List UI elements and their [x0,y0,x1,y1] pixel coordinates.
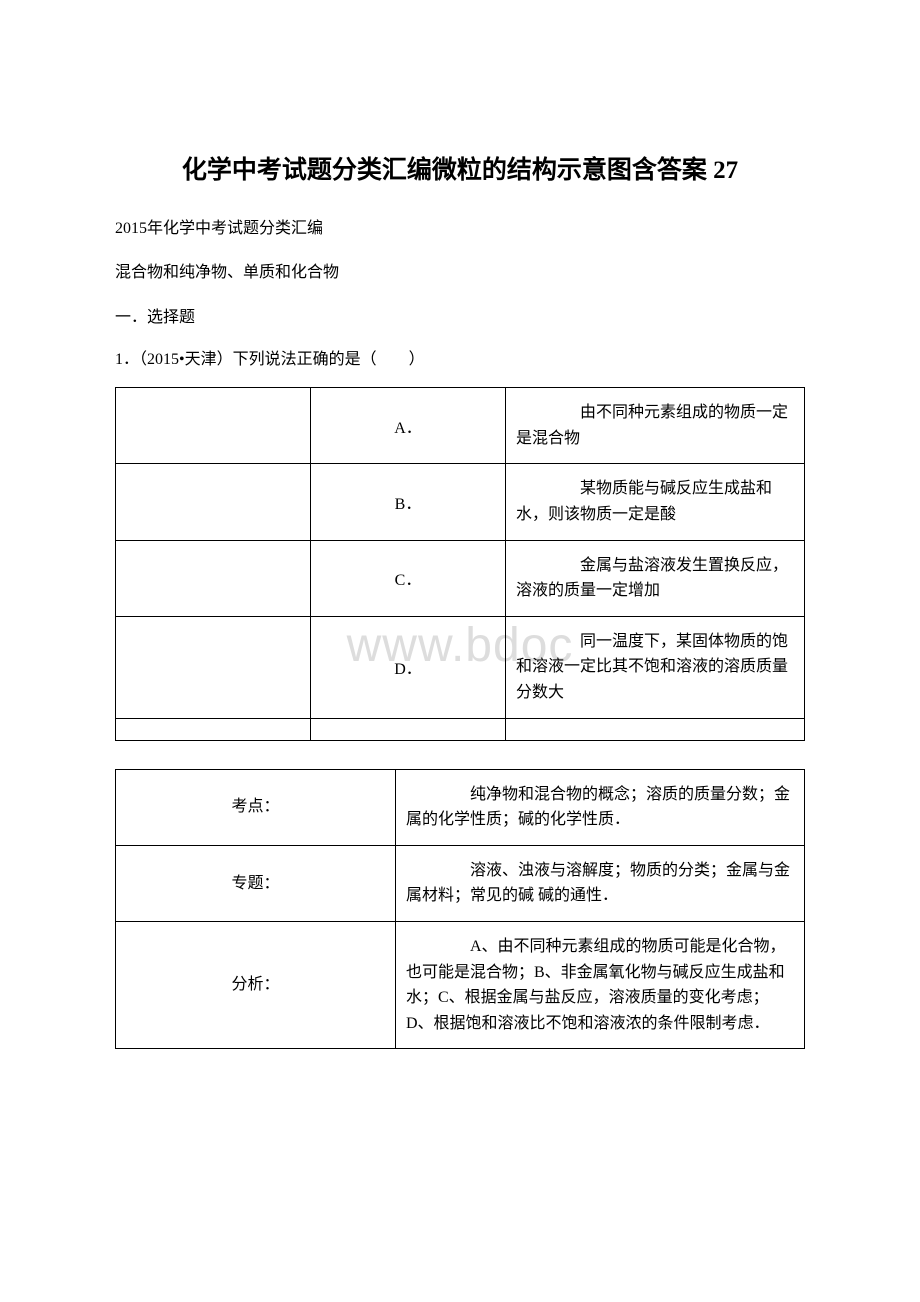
option-blank-cell [116,616,311,718]
document-content: 化学中考试题分类汇编微粒的结构示意图含答案 27 2015年化学中考试题分类汇编… [115,150,805,1049]
analysis-content: A、由不同种元素组成的物质可能是化合物，也可能是混合物；B、非金属氧化物与碱反应… [396,921,805,1048]
table-row-empty [116,718,805,740]
option-letter: A． [311,388,506,464]
option-blank-cell [116,464,311,540]
table-row: B． 某物质能与碱反应生成盐和水，则该物质一定是酸 [116,464,805,540]
page-title: 化学中考试题分类汇编微粒的结构示意图含答案 27 [115,150,805,186]
option-blank-cell [116,540,311,616]
option-blank-cell [116,388,311,464]
empty-cell [506,718,805,740]
option-content: 由不同种元素组成的物质一定是混合物 [506,388,805,464]
table-row: A． 由不同种元素组成的物质一定是混合物 [116,388,805,464]
option-letter: C． [311,540,506,616]
option-content: 金属与盐溶液发生置换反应，溶液的质量一定增加 [506,540,805,616]
analysis-content: 纯净物和混合物的概念；溶质的质量分数；金属的化学性质；碱的化学性质． [396,769,805,845]
analysis-label: 分析： [116,921,396,1048]
empty-cell [116,718,311,740]
subtitle-topic: 混合物和纯净物、单质和化合物 [115,260,805,286]
options-table: A． 由不同种元素组成的物质一定是混合物 B． 某物质能与碱反应生成盐和水，则该… [115,387,805,740]
analysis-label: 考点： [116,769,396,845]
empty-cell [311,718,506,740]
table-row: 考点： 纯净物和混合物的概念；溶质的质量分数；金属的化学性质；碱的化学性质． [116,769,805,845]
analysis-content: 溶液、浊液与溶解度；物质的分类；金属与金属材料；常见的碱 碱的通性． [396,845,805,921]
table-row: 专题： 溶液、浊液与溶解度；物质的分类；金属与金属材料；常见的碱 碱的通性． [116,845,805,921]
option-content: 某物质能与碱反应生成盐和水，则该物质一定是酸 [506,464,805,540]
section-header: 一．选择题 [115,303,805,327]
table-row: C． 金属与盐溶液发生置换反应，溶液的质量一定增加 [116,540,805,616]
analysis-table: 考点： 纯净物和混合物的概念；溶质的质量分数；金属的化学性质；碱的化学性质． 专… [115,769,805,1050]
option-content: 同一温度下，某固体物质的饱和溶液一定比其不饱和溶液的溶质质量分数大 [506,616,805,718]
subtitle-year: 2015年化学中考试题分类汇编 [115,216,805,242]
option-letter: B． [311,464,506,540]
question-text: 1．（2015•天津）下列说法正确的是（ ） [115,345,805,369]
option-letter: D． [311,616,506,718]
table-row: D． 同一温度下，某固体物质的饱和溶液一定比其不饱和溶液的溶质质量分数大 [116,616,805,718]
analysis-label: 专题： [116,845,396,921]
table-row: 分析： A、由不同种元素组成的物质可能是化合物，也可能是混合物；B、非金属氧化物… [116,921,805,1048]
